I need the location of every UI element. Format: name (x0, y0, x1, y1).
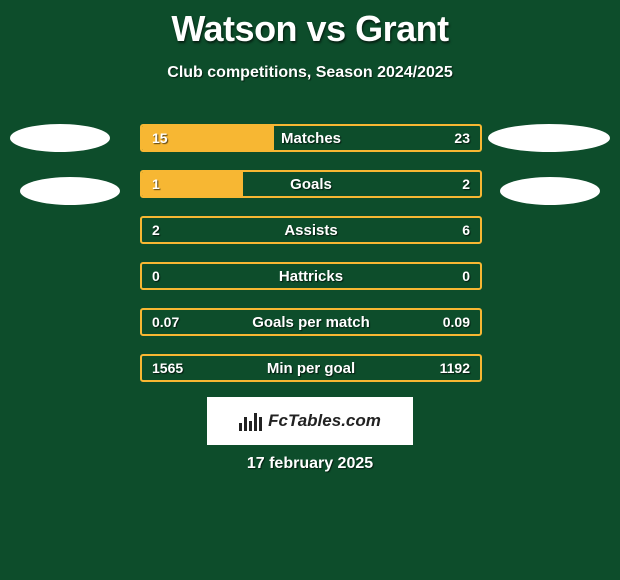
stat-label: Matches (142, 126, 480, 150)
decorative-spot (488, 124, 610, 152)
comparison-bars: 1523Matches 12Goals 26Assists 00Hattricks 0.… (140, 124, 482, 400)
stat-label: Hattricks (142, 264, 480, 288)
stat-row: 15651192Min per goal (140, 354, 482, 382)
brand-badge: FcTables.com (207, 397, 413, 445)
stat-row: 1523Matches (140, 124, 482, 152)
subtitle: Club competitions, Season 2024/2025 (0, 64, 620, 82)
stat-label: Min per goal (142, 356, 480, 380)
stat-row: 12Goals (140, 170, 482, 198)
stat-row: 00Hattricks (140, 262, 482, 290)
decorative-spot (500, 177, 600, 205)
stat-row: 0.070.09Goals per match (140, 308, 482, 336)
date-text: 17 february 2025 (0, 455, 620, 473)
stat-label: Assists (142, 218, 480, 242)
decorative-spot (20, 177, 120, 205)
stat-row: 26Assists (140, 216, 482, 244)
stat-label: Goals (142, 172, 480, 196)
decorative-spot (10, 124, 110, 152)
stat-label: Goals per match (142, 310, 480, 334)
bar-chart-icon (239, 411, 262, 431)
page-title: Watson vs Grant (0, 0, 620, 50)
brand-text: FcTables.com (268, 411, 381, 431)
